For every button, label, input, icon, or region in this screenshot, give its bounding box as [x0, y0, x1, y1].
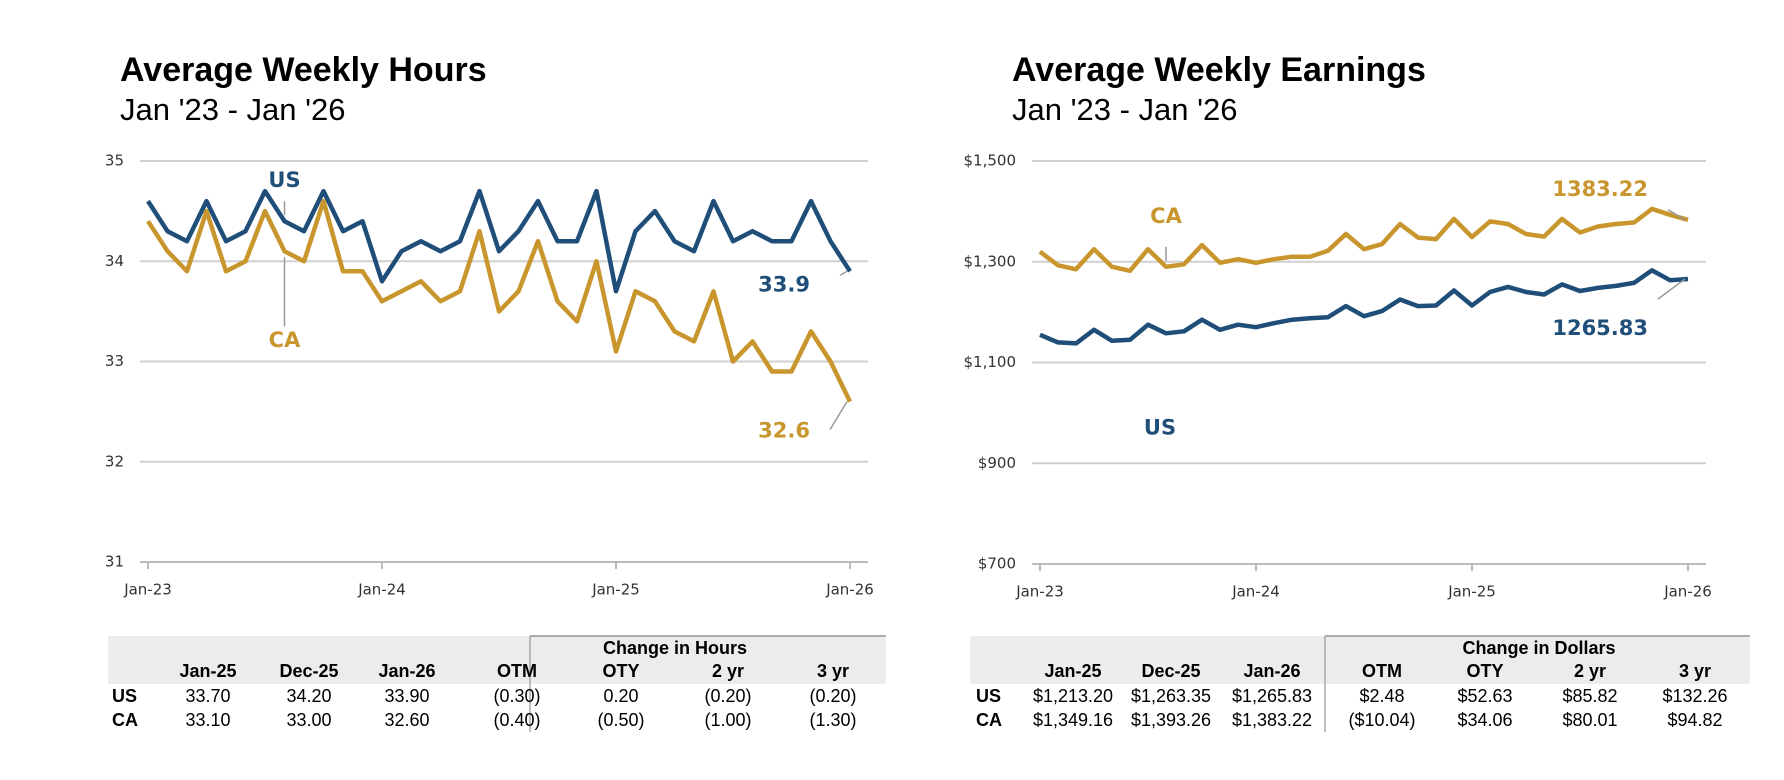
table-cell: (0.20): [809, 686, 856, 706]
column-header: Dec-25: [1141, 661, 1200, 681]
y-tick-label: 33: [105, 352, 124, 370]
table-cell: (0.30): [493, 686, 540, 706]
table-cell: $1,263.35: [1131, 686, 1211, 706]
summary-table: Change in Dollars Jan-25 Dec-25 Jan-26 OTM OT…: [970, 635, 1750, 732]
column-header: 3 yr: [817, 661, 849, 681]
data-label: 33.9: [758, 272, 810, 296]
series-label: CA: [269, 328, 301, 352]
table-cell: (0.40): [493, 710, 540, 730]
y-tick-label: 32: [105, 452, 124, 470]
column-header: 3 yr: [1679, 661, 1711, 681]
table-cell: $80.01: [1562, 710, 1617, 730]
column-header: Jan-26: [378, 661, 435, 681]
table-cell: $52.63: [1457, 686, 1512, 706]
row-label: US: [112, 686, 137, 706]
y-tick-label: 31: [105, 553, 124, 571]
table-header-bg: [108, 636, 886, 684]
leader-line: [839, 270, 848, 276]
column-header: OTM: [1362, 661, 1402, 681]
summary-table: Change in Hours Jan-25 Dec-25 Jan-26 OTM OTY 2…: [108, 635, 886, 732]
y-tick-label: $900: [978, 454, 1016, 472]
series-label: US: [1144, 415, 1176, 439]
column-header: 2 yr: [712, 661, 744, 681]
column-header: Dec-25: [279, 661, 338, 681]
x-tick-label: Jan-26: [1663, 583, 1712, 601]
table-cell: $1,265.83: [1232, 686, 1312, 706]
y-tick-label: $1,100: [964, 353, 1017, 371]
x-tick-label: Jan-25: [591, 581, 640, 599]
line-series: [146, 188, 852, 294]
table-cell: 33.00: [286, 710, 331, 730]
group-header: Change in Dollars: [1462, 638, 1615, 658]
y-tick-label: 35: [105, 152, 124, 170]
table-cell: $1,349.16: [1033, 710, 1113, 730]
column-header: 2 yr: [1574, 661, 1606, 681]
table-cell: 0.20: [603, 686, 638, 706]
y-tick-label: $700: [978, 555, 1016, 573]
table-cell: (1.30): [809, 710, 856, 730]
table-cell: (0.20): [704, 686, 751, 706]
series-label: CA: [1150, 204, 1182, 228]
y-tick-label: $1,300: [964, 252, 1017, 270]
chart-title: Average Weekly Earnings: [1012, 51, 1426, 89]
data-label: 32.6: [758, 419, 810, 443]
table-cell: 33.10: [185, 710, 230, 730]
line-series: [146, 198, 853, 403]
group-header: Change in Hours: [603, 638, 747, 658]
x-tick-label: Jan-24: [357, 581, 406, 599]
row-label: CA: [112, 710, 138, 730]
line-series: [1038, 206, 1689, 274]
x-tick-label: Jan-26: [825, 581, 874, 599]
table-cell: $34.06: [1457, 710, 1512, 730]
column-header: Jan-25: [1044, 661, 1101, 681]
table-cell: 33.90: [384, 686, 429, 706]
x-tick-label: Jan-23: [123, 581, 172, 599]
leader-line: [829, 401, 848, 430]
table-cell: ($10.04): [1348, 710, 1415, 730]
table-cell: (0.50): [597, 710, 644, 730]
table-cell: $1,383.22: [1232, 710, 1312, 730]
table-cell: 34.20: [286, 686, 331, 706]
row-label: CA: [976, 710, 1002, 730]
column-header: Jan-25: [179, 661, 236, 681]
line-series: [1039, 268, 1689, 346]
column-header: OTM: [497, 661, 537, 681]
series-label: US: [268, 168, 300, 192]
x-tick-label: Jan-24: [1231, 583, 1280, 601]
row-label: US: [976, 686, 1001, 706]
table-cell: $1,213.20: [1033, 686, 1113, 706]
table-cell: (1.00): [704, 710, 751, 730]
table-cell: $85.82: [1562, 686, 1617, 706]
table-cell: $1,393.26: [1131, 710, 1211, 730]
table-header-bg: [970, 636, 1750, 684]
table-cell: $2.48: [1359, 686, 1404, 706]
y-tick-label: $1,500: [964, 152, 1017, 170]
chart-subtitle: Jan '23 - Jan '26: [1012, 92, 1238, 127]
x-tick-label: Jan-25: [1447, 583, 1496, 601]
leader-line: [1667, 209, 1686, 221]
column-header: OTY: [1466, 661, 1503, 681]
data-label: 1383.22: [1552, 177, 1648, 201]
data-label: 1265.83: [1552, 316, 1648, 340]
table-cell: 33.70: [185, 686, 230, 706]
column-header: OTY: [602, 661, 639, 681]
leader-line: [1657, 278, 1686, 300]
chart-subtitle: Jan '23 - Jan '26: [120, 92, 346, 127]
table-cell: $132.26: [1662, 686, 1727, 706]
column-header: Jan-26: [1243, 661, 1300, 681]
x-tick-label: Jan-23: [1015, 583, 1064, 601]
y-tick-label: 34: [105, 252, 124, 270]
table-cell: $94.82: [1667, 710, 1722, 730]
table-cell: 32.60: [384, 710, 429, 730]
chart-title: Average Weekly Hours: [120, 51, 487, 89]
